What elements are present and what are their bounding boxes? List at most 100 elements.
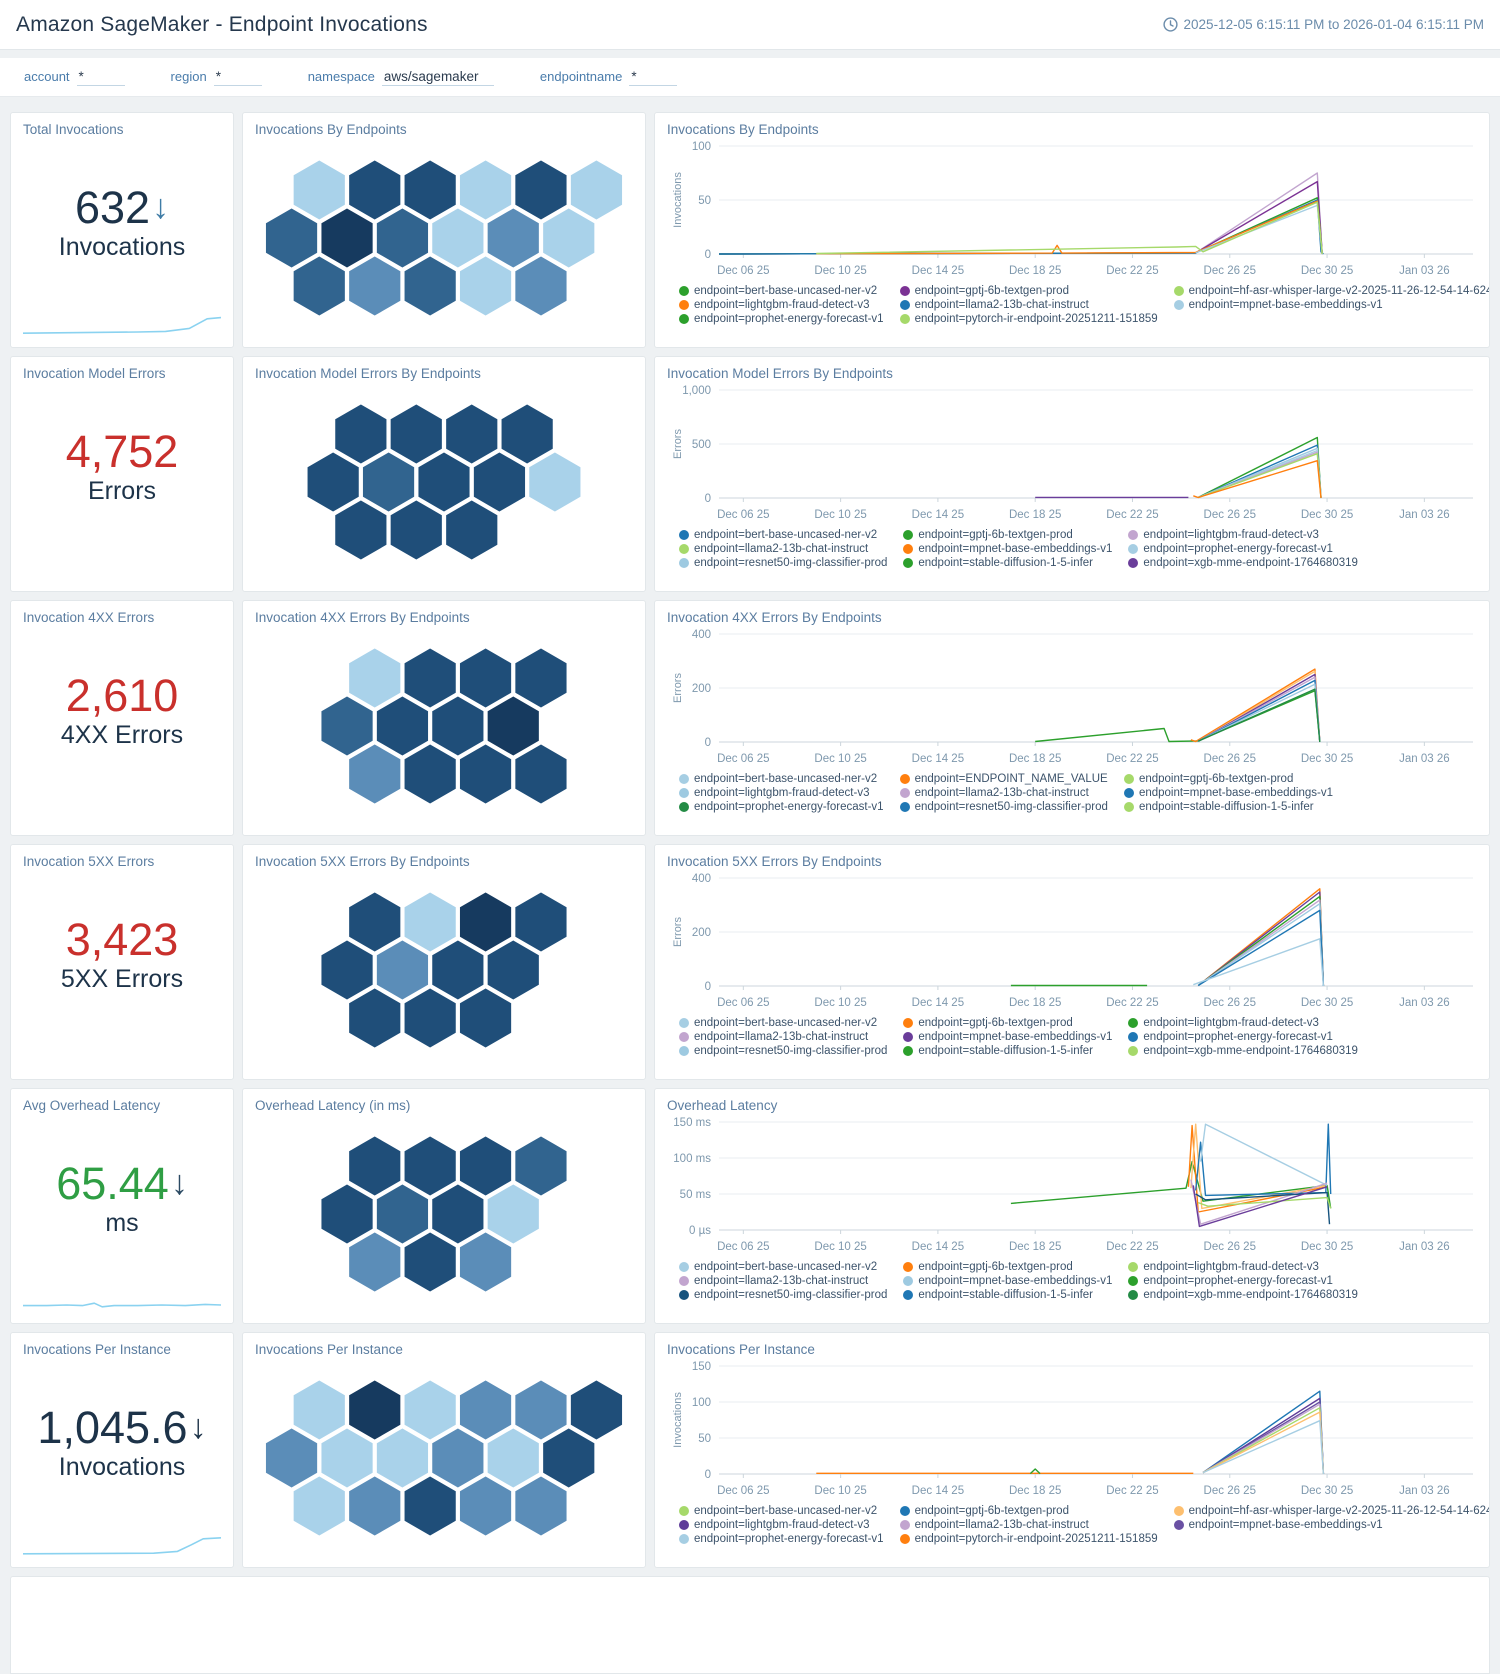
legend-series-label: endpoint=gptj-6b-textgen-prod [914, 285, 1069, 297]
legend-item[interactable]: endpoint=bert-base-uncased-ner-v2 [679, 1505, 884, 1517]
legend-item[interactable]: endpoint=bert-base-uncased-ner-v2 [679, 285, 884, 297]
legend-series-label: endpoint=gptj-6b-textgen-prod [914, 1505, 1069, 1517]
stat-value: 3,423 [65, 913, 179, 965]
legend-series-dot [903, 1046, 914, 1056]
legend-item[interactable]: endpoint=lightgbm-fraud-detect-v3 [1128, 1261, 1358, 1273]
legend-series-dot [899, 788, 910, 798]
legend-item[interactable]: endpoint=llama2-13b-chat-instruct [679, 1275, 887, 1287]
svg-text:Dec 14 25: Dec 14 25 [912, 265, 964, 277]
legend-series-label: endpoint=prophet-energy-forecast-v1 [1143, 543, 1333, 555]
legend-item[interactable]: endpoint=bert-base-uncased-ner-v2 [679, 773, 884, 785]
legend-series-dot [679, 544, 689, 554]
legend-series-label: endpoint=mpnet-base-embeddings-v1 [918, 543, 1113, 555]
legend-item[interactable]: endpoint=gptj-6b-textgen-prod [1123, 773, 1333, 785]
svg-text:Dec 22 25: Dec 22 25 [1106, 1485, 1158, 1497]
svg-text:200: 200 [692, 683, 711, 695]
legend-item[interactable]: endpoint=resnet50-img-classifier-prod [899, 801, 1108, 813]
legend-item[interactable]: endpoint=stable-diffusion-1-5-infer [903, 1045, 1112, 1057]
legend-item[interactable]: endpoint=mpnet-base-embeddings-v1 [903, 1031, 1112, 1043]
legend-item[interactable]: endpoint=mpnet-base-embeddings-v1 [1123, 787, 1333, 799]
legend-series-label: endpoint=mpnet-base-embeddings-v1 [918, 1031, 1113, 1043]
chart-legend: endpoint=bert-base-uncased-ner-v2 endpoin… [667, 1261, 1477, 1301]
legend-item[interactable]: endpoint=llama2-13b-chat-instruct [679, 543, 887, 555]
legend-item[interactable]: endpoint=llama2-13b-chat-instruct [899, 787, 1108, 799]
legend-series-dot [1173, 1520, 1184, 1530]
account-input[interactable]: * [76, 69, 125, 86]
legend-item[interactable]: endpoint=stable-diffusion-1-5-infer [903, 1289, 1112, 1301]
legend-item[interactable]: endpoint=lightgbm-fraud-detect-v3 [1128, 1017, 1358, 1029]
svg-text:Jan 03 26: Jan 03 26 [1399, 265, 1450, 277]
legend-series-label: endpoint=prophet-energy-forecast-v1 [694, 801, 884, 813]
filter-label: region [170, 68, 207, 84]
svg-text:Dec 22 25: Dec 22 25 [1106, 753, 1158, 765]
legend-item[interactable]: endpoint=mpnet-base-embeddings-v1 [1173, 1519, 1489, 1531]
legend-item[interactable]: endpoint=bert-base-uncased-ner-v2 [679, 529, 887, 541]
legend-item[interactable]: endpoint=hf-asr-whisper-large-v2-2025-11… [1173, 285, 1489, 297]
endpointname-input[interactable]: * [629, 69, 678, 86]
legend-item[interactable]: endpoint=lightgbm-fraud-detect-v3 [679, 1519, 884, 1531]
legend-item[interactable]: endpoint=bert-base-uncased-ner-v2 [679, 1261, 887, 1273]
legend-item[interactable]: endpoint=llama2-13b-chat-instruct [899, 1519, 1158, 1531]
legend-series-dot [899, 286, 910, 296]
legend-item[interactable]: endpoint=stable-diffusion-1-5-infer [903, 557, 1112, 569]
panel-title: Invocation 5XX Errors By Endpoints [667, 854, 882, 869]
legend-item[interactable]: endpoint=prophet-energy-forecast-v1 [1128, 1031, 1358, 1043]
legend-series-dot [679, 1046, 689, 1056]
legend-item[interactable]: endpoint=ENDPOINT_NAME_VALUE [899, 773, 1108, 785]
clock-icon [1162, 17, 1178, 32]
legend-series-label: endpoint=bert-base-uncased-ner-v2 [694, 529, 878, 541]
legend-item[interactable]: endpoint=xgb-mme-endpoint-1764680319 [1128, 1289, 1358, 1301]
legend-series-dot [903, 1262, 914, 1272]
legend-item[interactable]: endpoint=xgb-mme-endpoint-1764680319 [1128, 557, 1358, 569]
legend-item[interactable]: endpoint=llama2-13b-chat-instruct [899, 299, 1158, 311]
legend-item[interactable]: endpoint=gptj-6b-textgen-prod [899, 285, 1158, 297]
time-range-picker[interactable]: 2025-12-05 6:15:11 PM to 2026-01-04 6:15… [1162, 17, 1484, 32]
legend-item[interactable]: endpoint=resnet50-img-classifier-prod [679, 557, 887, 569]
legend-series-dot [899, 802, 910, 812]
legend-item[interactable]: endpoint=lightgbm-fraud-detect-v3 [679, 299, 884, 311]
legend-item[interactable]: endpoint=mpnet-base-embeddings-v1 [903, 1275, 1112, 1287]
svg-text:Dec 10 25: Dec 10 25 [814, 509, 866, 521]
stat-panel-4xx-errors: Invocation 4XX Errors 2,610 4XX Errors [10, 600, 234, 836]
legend-item[interactable]: endpoint=gptj-6b-textgen-prod [903, 1017, 1112, 1029]
svg-text:150: 150 [692, 1361, 711, 1373]
legend-item[interactable]: endpoint=mpnet-base-embeddings-v1 [903, 543, 1112, 555]
legend-item[interactable]: endpoint=gptj-6b-textgen-prod [903, 1261, 1112, 1273]
legend-series-dot [1128, 1276, 1139, 1286]
legend-item[interactable]: endpoint=prophet-energy-forecast-v1 [679, 801, 884, 813]
region-input[interactable]: * [213, 69, 262, 86]
svg-text:0 µs: 0 µs [689, 1225, 711, 1237]
stat-value: 2,610 [65, 669, 179, 721]
legend-item[interactable]: endpoint=pytorch-ir-endpoint-20251211-15… [899, 1533, 1158, 1545]
legend-item[interactable]: endpoint=gptj-6b-textgen-prod [903, 529, 1112, 541]
legend-item[interactable]: endpoint=prophet-energy-forecast-v1 [679, 1533, 884, 1545]
legend-series-dot [903, 1276, 914, 1286]
legend-item[interactable]: endpoint=mpnet-base-embeddings-v1 [1173, 299, 1489, 311]
legend-item[interactable]: endpoint=resnet50-img-classifier-prod [679, 1289, 887, 1301]
legend-item[interactable]: endpoint=gptj-6b-textgen-prod [899, 1505, 1158, 1517]
legend-item[interactable]: endpoint=lightgbm-fraud-detect-v3 [1128, 529, 1358, 541]
row-total-invocations: Total Invocations 632 ↓ Invocations Invoc… [10, 112, 1490, 348]
namespace-input[interactable]: aws/sagemaker [381, 69, 494, 86]
sparkline [23, 1534, 221, 1558]
legend-item[interactable]: endpoint=hf-asr-whisper-large-v2-2025-11… [1173, 1505, 1489, 1517]
legend-series-dot [1128, 1046, 1139, 1056]
legend-item[interactable]: endpoint=llama2-13b-chat-instruct [679, 1031, 887, 1043]
legend-item[interactable]: endpoint=pytorch-ir-endpoint-20251211-15… [899, 313, 1158, 325]
svg-text:1,000: 1,000 [682, 385, 711, 397]
legend-item[interactable]: endpoint=resnet50-img-classifier-prod [679, 1045, 887, 1057]
stat-unit: Invocations [58, 233, 186, 262]
svg-text:Dec 06 25: Dec 06 25 [717, 753, 769, 765]
line-chart: 0 µs 50 ms 100 ms 150 ms Dec 06 25 Dec 10 25 D… [667, 1114, 1477, 1260]
filter-label: account [24, 68, 70, 84]
legend-item[interactable]: endpoint=xgb-mme-endpoint-1764680319 [1128, 1045, 1358, 1057]
legend-item[interactable]: endpoint=bert-base-uncased-ner-v2 [679, 1017, 887, 1029]
legend-series-dot [679, 1018, 689, 1028]
legend-item[interactable]: endpoint=prophet-energy-forecast-v1 [1128, 543, 1358, 555]
legend-item[interactable]: endpoint=lightgbm-fraud-detect-v3 [679, 787, 884, 799]
panel-title: Overhead Latency (in ms) [255, 1098, 411, 1113]
legend-item[interactable]: endpoint=prophet-energy-forecast-v1 [1128, 1275, 1358, 1287]
legend-item[interactable]: endpoint=prophet-energy-forecast-v1 [679, 313, 884, 325]
chart-panel-model-errors: Invocation Model Errors By Endpoints 0 50… [654, 356, 1490, 592]
legend-item[interactable]: endpoint=stable-diffusion-1-5-infer [1123, 801, 1333, 813]
